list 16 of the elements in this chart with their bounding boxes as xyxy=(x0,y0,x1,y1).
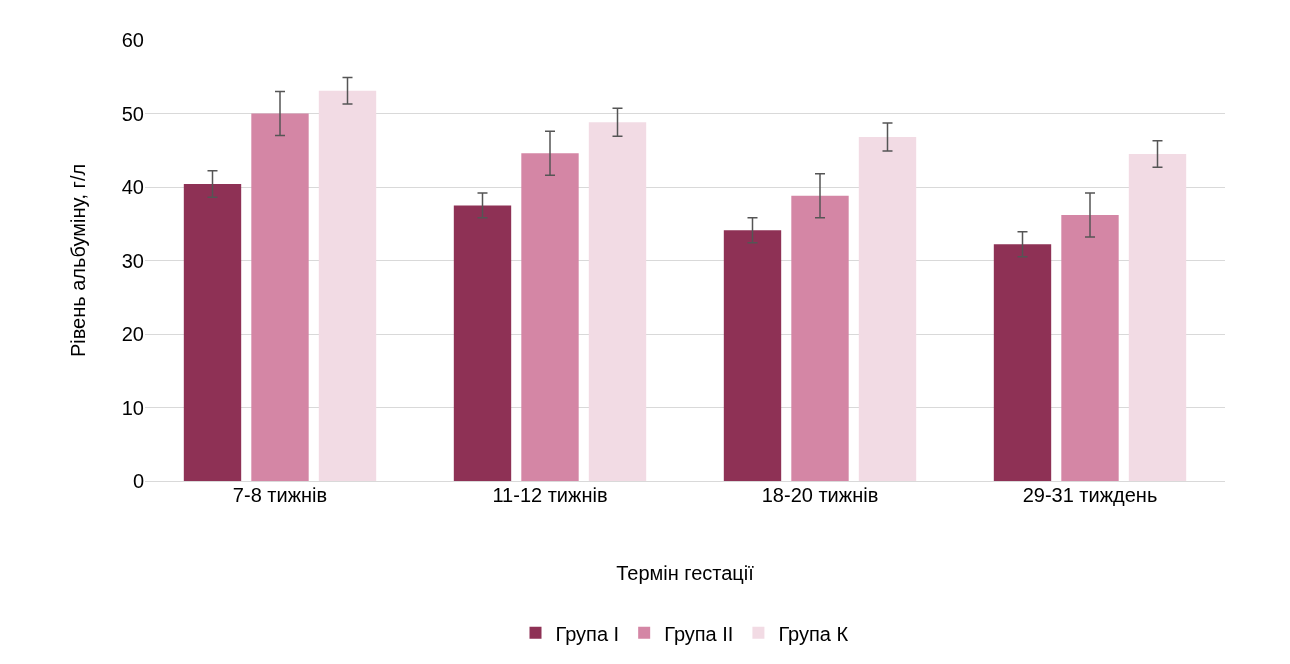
x-axis-title: Термін гестації xyxy=(616,561,755,584)
x-tick-label: 29-31 тиждень xyxy=(1022,484,1158,506)
y-tick-label: 50 xyxy=(121,102,144,125)
legend-label: Група I xyxy=(555,622,620,645)
y-tick-label: 20 xyxy=(121,323,144,345)
y-tick-label: 30 xyxy=(121,249,144,272)
x-tick-label: 18-20 тижнів xyxy=(761,484,879,506)
y-axis-title: Рівень альбуміну, г/л xyxy=(67,163,90,358)
y-tick-label: 10 xyxy=(121,396,144,419)
legend-label: Група II xyxy=(664,622,734,645)
x-tick-label: 7-8 тижнів xyxy=(232,484,328,506)
legend-label: Група К xyxy=(778,622,849,645)
y-tick-label: 0 xyxy=(132,470,144,492)
x-tick-label: 11-12 тижнів xyxy=(492,484,608,506)
y-tick-label: 40 xyxy=(121,176,144,198)
y-tick-label: 60 xyxy=(121,29,144,51)
